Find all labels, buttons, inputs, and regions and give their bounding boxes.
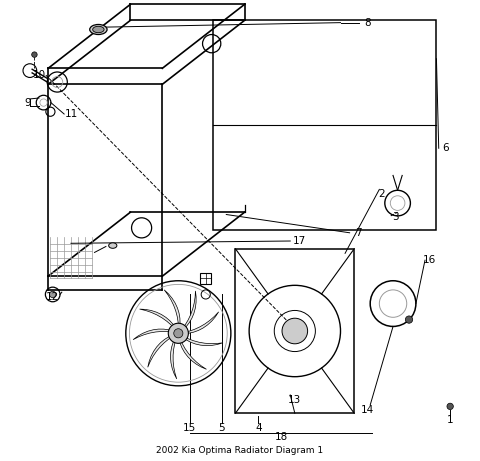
Text: 2: 2	[378, 189, 385, 199]
Text: 14: 14	[361, 405, 374, 414]
Text: 15: 15	[183, 423, 196, 433]
Polygon shape	[182, 336, 223, 346]
Text: 11: 11	[64, 109, 78, 119]
Polygon shape	[148, 336, 174, 367]
Text: 3: 3	[392, 212, 398, 222]
Text: 13: 13	[288, 395, 301, 405]
Polygon shape	[140, 309, 175, 329]
Ellipse shape	[93, 26, 104, 33]
Circle shape	[32, 52, 37, 57]
Polygon shape	[170, 338, 177, 379]
Text: 2002 Kia Optima Radiator Diagram 1: 2002 Kia Optima Radiator Diagram 1	[156, 446, 324, 455]
Text: 12: 12	[46, 292, 60, 302]
Bar	[213, 20, 436, 230]
Circle shape	[168, 323, 188, 343]
Bar	[200, 273, 211, 284]
Text: 10: 10	[33, 70, 46, 80]
Polygon shape	[183, 312, 219, 333]
Text: 5: 5	[218, 423, 225, 433]
Polygon shape	[180, 338, 206, 369]
Circle shape	[406, 316, 413, 323]
Text: 8: 8	[365, 18, 371, 28]
Polygon shape	[182, 291, 196, 330]
Polygon shape	[133, 329, 173, 340]
Text: 7: 7	[356, 228, 362, 238]
Circle shape	[447, 403, 453, 409]
Text: 17: 17	[293, 236, 306, 246]
Text: 18: 18	[275, 432, 288, 443]
Bar	[235, 249, 354, 413]
Circle shape	[49, 291, 56, 298]
Text: 4: 4	[255, 423, 262, 433]
Text: 1: 1	[447, 415, 454, 425]
Text: 16: 16	[423, 255, 436, 265]
Text: 9: 9	[24, 98, 31, 107]
Ellipse shape	[108, 243, 117, 248]
Circle shape	[174, 329, 183, 338]
Polygon shape	[164, 290, 180, 328]
Circle shape	[282, 318, 308, 344]
Text: 6: 6	[442, 143, 449, 153]
Ellipse shape	[90, 24, 107, 35]
